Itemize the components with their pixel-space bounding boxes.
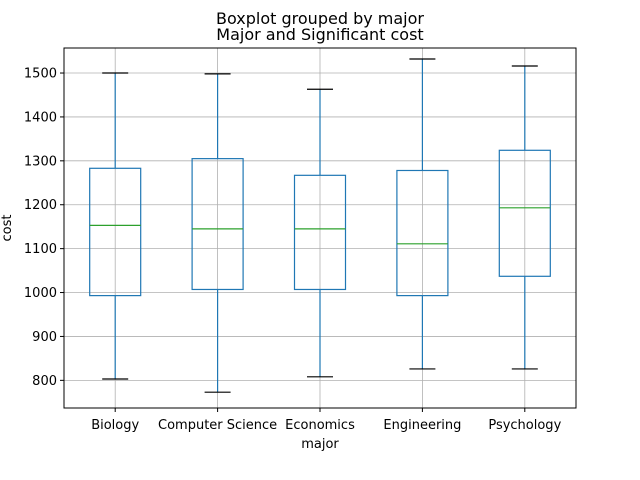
y-tick-label: 1100 xyxy=(24,242,57,257)
y-tick-label: 1300 xyxy=(24,154,57,169)
box-group xyxy=(191,73,244,393)
box-iqr xyxy=(293,174,347,291)
x-tick-label: Biology xyxy=(91,418,139,433)
x-tick-label: Engineering xyxy=(383,418,461,433)
boxes xyxy=(89,58,551,393)
x-tick-label: Economics xyxy=(285,418,355,433)
box-group xyxy=(89,72,142,380)
y-tick-label: 1400 xyxy=(24,110,57,125)
box-group xyxy=(396,58,449,370)
box-group xyxy=(498,65,551,370)
box-iqr xyxy=(498,149,551,277)
y-tick-label: 1200 xyxy=(24,198,57,213)
y-tick-label: 800 xyxy=(32,374,57,389)
y-tick-label: 1500 xyxy=(24,67,57,82)
x-tick-label: Computer Science xyxy=(158,418,277,433)
y-axis-label: cost xyxy=(0,215,15,242)
chart-title: Major and Significant cost xyxy=(216,25,423,44)
box-iqr xyxy=(396,169,449,297)
box-iqr xyxy=(89,167,142,297)
y-tick-label: 1000 xyxy=(24,286,57,301)
y-tick-label: 900 xyxy=(32,330,57,345)
plot-frame xyxy=(63,47,577,409)
x-axis-label: major xyxy=(301,437,339,452)
box-iqr xyxy=(191,158,244,291)
box-group xyxy=(293,88,347,378)
ticks: 800 900 1000 1100 1200 1300 1400 1500 Biology Com… xyxy=(24,67,562,433)
chart-suptitle: Boxplot grouped by major xyxy=(216,9,424,28)
x-tick-label: Psychology xyxy=(488,418,561,433)
